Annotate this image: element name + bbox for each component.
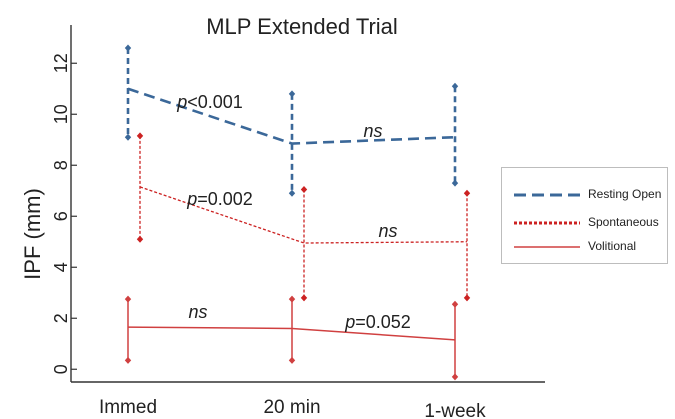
- annotation-2-italic: p: [186, 189, 197, 209]
- y-axis-label: IPF (mm): [20, 188, 45, 280]
- annotation-4-italic: ns: [188, 302, 207, 322]
- legend-swatch-spontaneous: [514, 221, 580, 225]
- annotation-5-italic: p: [344, 312, 355, 332]
- errorcap-spontaneous-0-low: [136, 235, 144, 243]
- annotation-1-italic: ns: [363, 121, 382, 141]
- legend-swatch-resting-open: [514, 193, 580, 197]
- y-tick-label-10: 10: [51, 104, 71, 124]
- series-line-spontaneous: [139, 186, 468, 244]
- annotation-4: ns: [188, 302, 207, 322]
- errorcap-spontaneous-2-low: [463, 294, 471, 302]
- y-tick-label-2: 2: [51, 313, 71, 323]
- series-line-volitional: [127, 326, 456, 341]
- y-tick-label-6: 6: [51, 211, 71, 221]
- annotation-2-value: =0.002: [197, 189, 253, 209]
- legend-item-spontaneous: Spontaneous: [502, 214, 667, 232]
- legend-swatch-volitional: [514, 246, 580, 248]
- errorcap-resting-open-2-low: [451, 179, 459, 187]
- errorcap-spontaneous-1-high: [300, 185, 308, 193]
- errorcap-spontaneous-0-high: [136, 132, 144, 140]
- chart-title: MLP Extended Trial: [206, 14, 398, 39]
- errorcap-volitional-2-low: [451, 373, 459, 381]
- legend-label-resting-open: Resting Open: [588, 187, 662, 201]
- errorcap-resting-open-1-low: [288, 189, 296, 197]
- annotation-1: ns: [363, 121, 382, 141]
- errorcap-volitional-1-low: [288, 356, 296, 364]
- errorcap-volitional-2-high: [451, 300, 459, 308]
- y-tick-label-0: 0: [51, 364, 71, 374]
- errorcap-volitional-0-low: [124, 356, 132, 364]
- annotation-5: p=0.052: [344, 312, 411, 332]
- errorcap-resting-open-2-high: [451, 82, 459, 90]
- annotation-3: ns: [378, 221, 397, 241]
- errorcap-resting-open-1-high: [288, 90, 296, 98]
- legend-label-spontaneous: Spontaneous: [588, 215, 659, 229]
- errorcap-resting-open-0-low: [124, 133, 132, 141]
- annotation-3-italic: ns: [378, 221, 397, 241]
- x-tick-label-immed: Immed: [99, 397, 157, 418]
- annotation-0-italic: p: [176, 92, 187, 112]
- errorcap-resting-open-0-high: [124, 44, 132, 52]
- errorcap-spontaneous-1-low: [300, 294, 308, 302]
- x-tick-label-1-week: 1-week: [424, 401, 486, 419]
- annotation-0-value: <0.001: [187, 92, 243, 112]
- annotation-0: p<0.001: [176, 92, 243, 112]
- y-tick-label-8: 8: [51, 160, 71, 170]
- legend-item-resting-open: Resting Open: [502, 186, 667, 204]
- legend: Resting Open Spontaneous Volitional: [501, 167, 668, 264]
- legend-label-volitional: Volitional: [588, 239, 637, 253]
- x-tick-label-20-min: 20 min: [263, 397, 320, 418]
- y-tick-label-4: 4: [51, 262, 71, 272]
- legend-item-volitional: Volitional: [502, 238, 667, 256]
- y-tick-label-12: 12: [51, 53, 71, 73]
- annotation-5-value: =0.052: [355, 312, 411, 332]
- series-line-resting-open: [127, 87, 456, 145]
- errorcap-spontaneous-2-high: [463, 189, 471, 197]
- errorcap-volitional-1-high: [288, 295, 296, 303]
- errorcap-volitional-0-high: [124, 295, 132, 303]
- annotation-2: p=0.002: [186, 189, 253, 209]
